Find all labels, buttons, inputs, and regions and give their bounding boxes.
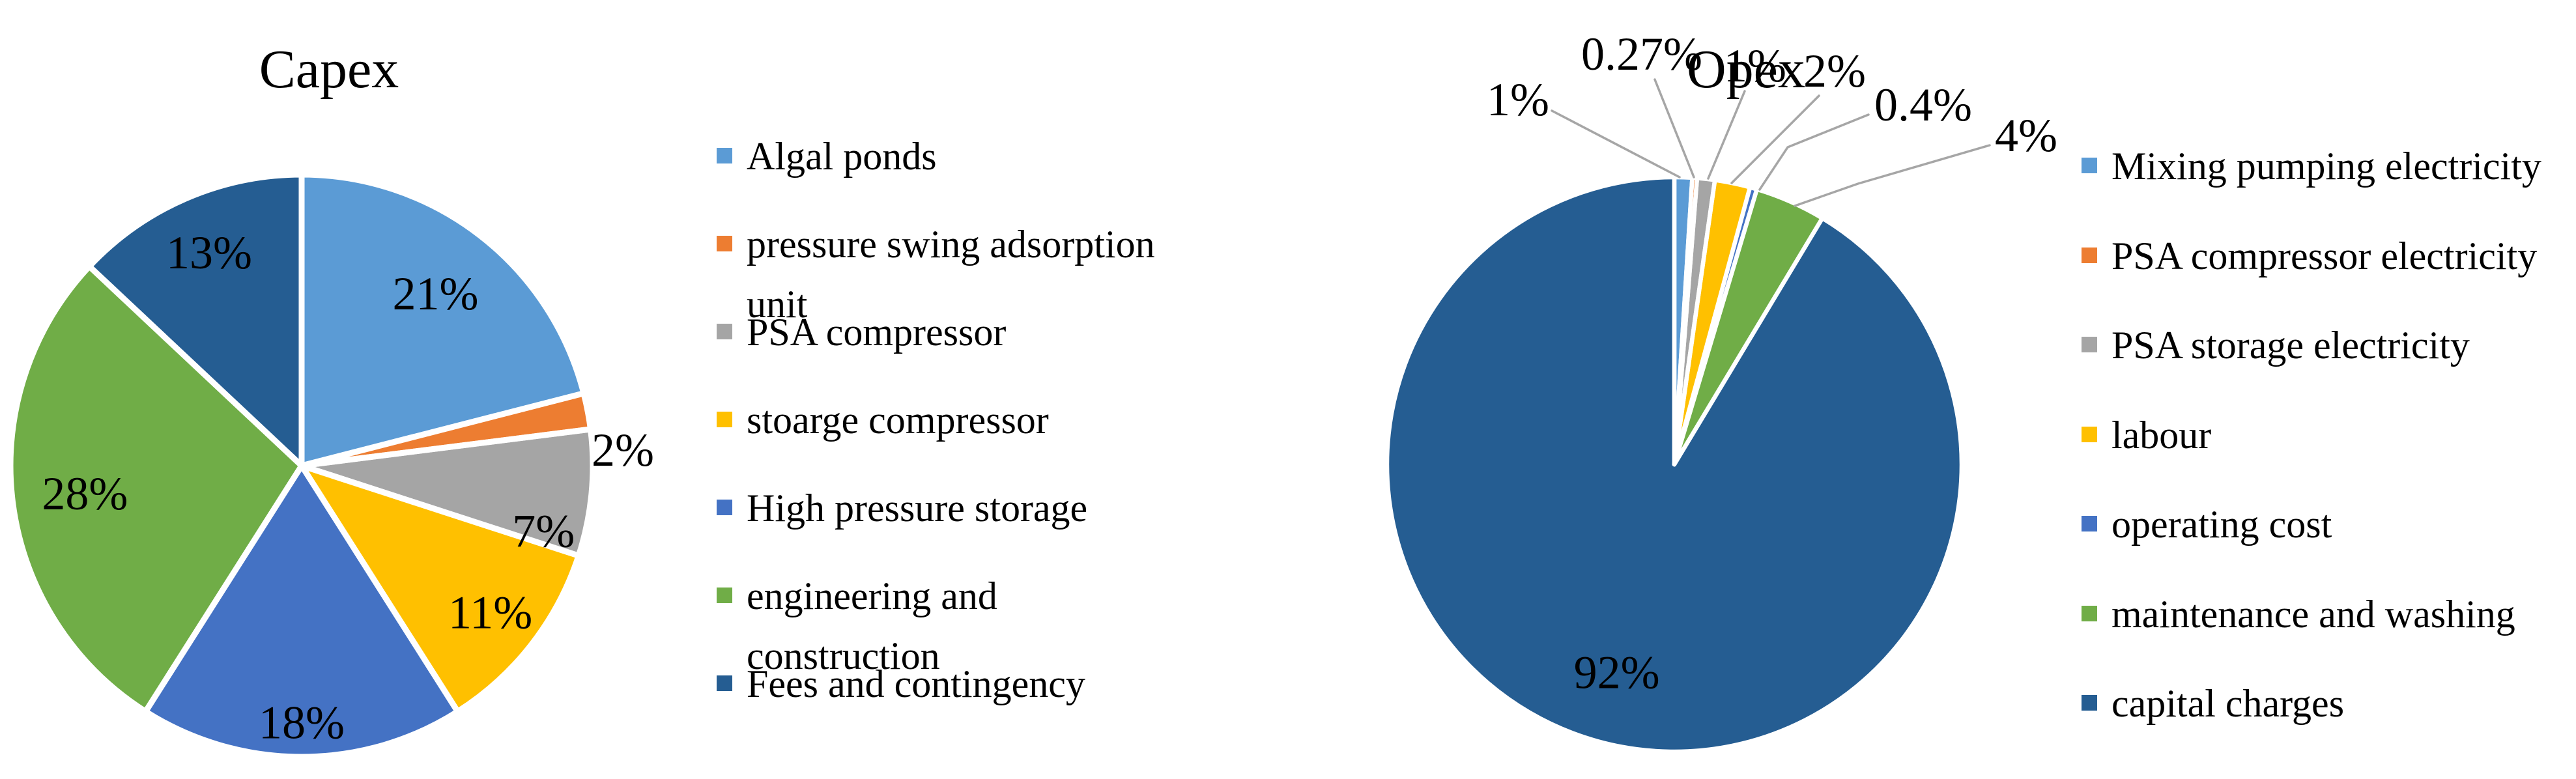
slice-separator: [298, 426, 596, 559]
legend-label: High pressure storage: [747, 487, 1088, 530]
legend-item: Algal ponds: [717, 126, 937, 186]
legend-item: engineering and construction: [717, 566, 997, 686]
legend-item: maintenance and washing: [2082, 584, 2515, 644]
capex-chart-title: Capex: [259, 39, 399, 100]
legend-label: stoarge compressor: [747, 399, 1049, 442]
data-label: 21%: [393, 268, 479, 320]
legend-swatch: [2082, 158, 2097, 173]
legend-label: pressure swing adsorption unit: [747, 223, 1155, 326]
data-label: 7%: [512, 505, 575, 558]
legend-label: labour: [2111, 414, 2212, 457]
legend-swatch: [2082, 695, 2097, 711]
legend-item: operating cost: [2082, 494, 2332, 554]
opex-legend: Mixing pumping electricity PSA compressor…: [2082, 0, 2576, 779]
legend-item: PSA storage electricity: [2082, 315, 2470, 375]
data-label: 0.27%: [1581, 28, 1702, 80]
legend-label: Fees and contingency: [747, 662, 1085, 705]
pie-slice: [302, 175, 584, 466]
legend-label: engineering and construction: [747, 574, 997, 677]
capex-legend: Algal ponds pressure swing adsorption unit…: [717, 0, 1277, 779]
legend-item: High pressure storage: [717, 478, 1087, 538]
slice-separator: [1384, 175, 1964, 754]
legend-swatch: [2082, 337, 2097, 352]
legend-label: Algal ponds: [747, 135, 937, 178]
legend-swatch: [717, 148, 732, 163]
data-label: 0.4%: [1874, 79, 1972, 131]
leader-line: [1707, 90, 1746, 180]
data-label: 28%: [42, 468, 128, 520]
legend-swatch: [2082, 606, 2097, 621]
leader-line: [1794, 144, 1991, 207]
legend-item: PSA compressor: [717, 302, 1006, 362]
data-label: 2%: [1803, 45, 1866, 97]
data-label: 92%: [1574, 647, 1660, 699]
legend-item: Mixing pumping electricity: [2082, 136, 2541, 196]
legend-swatch: [2082, 516, 2097, 531]
leader-line: [1653, 78, 1695, 178]
pie-slice: [10, 266, 302, 712]
slice-separator: [7, 263, 305, 715]
legend-label: capital charges: [2111, 682, 2345, 725]
pie-slice: [145, 466, 458, 757]
legend-item: labour: [2082, 405, 2211, 465]
slice-separator: [142, 462, 461, 760]
legend-label: PSA compressor electricity: [2111, 234, 2538, 277]
legend-swatch: [717, 412, 732, 427]
legend-swatch: [717, 675, 732, 691]
legend-item: stoarge compressor: [717, 390, 1049, 450]
data-label: 18%: [259, 696, 345, 748]
legend-label: operating cost: [2111, 503, 2332, 546]
legend-item: capital charges: [2082, 673, 2344, 733]
legend-swatch: [717, 500, 732, 515]
legend-swatch: [2082, 427, 2097, 442]
data-label: 1%: [1724, 40, 1786, 92]
pie-slice: [1674, 189, 1823, 464]
slice-separator: [298, 462, 582, 715]
leader-line: [1730, 94, 1820, 184]
legend-item: pressure swing adsorption unit: [717, 214, 1155, 334]
opex-chart-title: Opex: [1687, 39, 1805, 100]
legend-label: Mixing pumping electricity: [2111, 145, 2541, 188]
legend-swatch: [717, 236, 732, 251]
slice-separator: [298, 171, 587, 469]
legend-swatch: [2082, 248, 2097, 263]
legend-swatch: [717, 588, 732, 603]
data-label: 4%: [1995, 109, 2057, 162]
data-label: 11%: [448, 587, 532, 639]
legend-label: PSA compressor: [747, 311, 1007, 354]
legend-label: maintenance and washing: [2111, 593, 2515, 636]
legend-swatch: [717, 324, 732, 339]
leader-line: [1758, 113, 1870, 191]
slice-separator: [86, 171, 305, 469]
legend-label: PSA storage electricity: [2111, 324, 2470, 367]
pie-slice: [89, 175, 302, 466]
pie-slice: [302, 429, 594, 556]
data-label: 2%: [592, 424, 654, 476]
data-label: 13%: [166, 227, 252, 279]
leader-line: [1551, 109, 1681, 178]
data-label: 1%: [1487, 74, 1549, 126]
pie-slice: [302, 466, 579, 712]
legend-item: Fees and contingency: [717, 654, 1085, 714]
legend-item: PSA compressor electricity: [2082, 226, 2537, 286]
